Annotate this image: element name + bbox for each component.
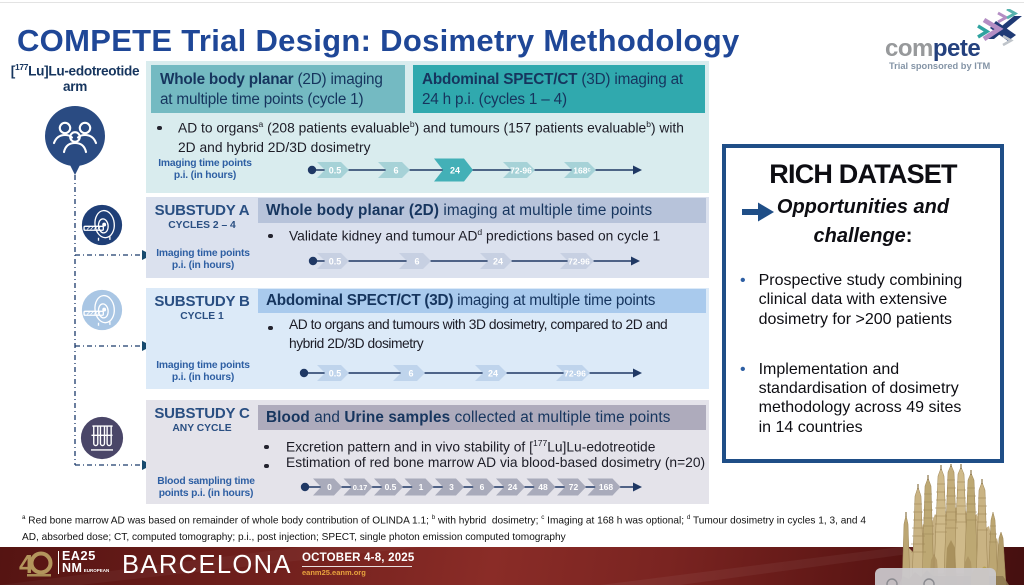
svg-text:24: 24 (493, 256, 503, 266)
svg-text:6: 6 (414, 256, 419, 266)
svg-text:72-96: 72-96 (510, 165, 532, 175)
svg-text:0.5: 0.5 (385, 482, 397, 492)
svg-text:168ᶜ: 168ᶜ (573, 165, 591, 175)
svg-text:0.5: 0.5 (329, 368, 342, 378)
svg-text:0.5: 0.5 (329, 165, 342, 175)
svg-text:24: 24 (488, 368, 498, 378)
svg-text:0: 0 (327, 482, 332, 492)
svg-text:72-96: 72-96 (564, 368, 586, 378)
svg-text:168: 168 (599, 482, 613, 492)
svg-text:72-96: 72-96 (568, 256, 590, 266)
svg-text:24: 24 (508, 482, 518, 492)
svg-text:24: 24 (450, 166, 460, 176)
svg-text:3: 3 (449, 482, 454, 492)
svg-text:0.17: 0.17 (353, 483, 368, 492)
svg-text:72: 72 (569, 482, 579, 492)
svg-text:1: 1 (419, 482, 424, 492)
svg-text:0.5: 0.5 (329, 256, 342, 266)
svg-text:6: 6 (393, 165, 398, 175)
svg-text:6: 6 (480, 482, 485, 492)
svg-text:48: 48 (538, 482, 548, 492)
svg-text:4: 4 (19, 551, 34, 579)
svg-text:6: 6 (408, 368, 413, 378)
